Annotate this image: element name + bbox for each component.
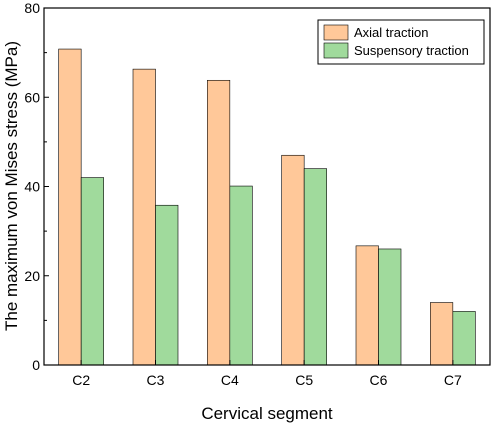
bar-suspensory-traction-c7 <box>452 311 476 366</box>
bar-axial-traction-c4 <box>207 79 231 366</box>
y-axis-title: The maximum von Mises stress (MPa) <box>2 41 21 331</box>
x-tick-label-c6: C6 <box>370 372 388 388</box>
legend-label-suspensory-traction: Suspensory traction <box>354 43 469 58</box>
bar-suspensory-traction-c3 <box>155 204 179 366</box>
x-tick-label-c7: C7 <box>444 372 462 388</box>
bars-layer <box>58 48 476 366</box>
y-tick-label-60: 60 <box>24 89 40 105</box>
plot-frame <box>43 7 491 366</box>
bar-axial-traction-c2 <box>58 48 82 366</box>
legend-label-axial-traction: Axial traction <box>354 25 428 40</box>
y-tick-label-40: 40 <box>24 179 40 195</box>
bar-axial-traction-c3 <box>132 68 156 366</box>
x-axis-title: Cervical segment <box>201 404 333 423</box>
legend: Axial traction Suspensory traction <box>317 19 485 65</box>
legend-swatch-axial-traction <box>323 24 349 41</box>
bar-suspensory-traction-c4 <box>229 185 253 366</box>
ticks-layer: C2 C3 C4 C5 C6 C7 0 20 40 60 80 <box>24 0 462 388</box>
legend-swatch-suspensory-traction <box>323 42 349 59</box>
bar-suspensory-traction-c2 <box>80 177 104 366</box>
y-tick-label-20: 20 <box>24 268 40 284</box>
y-tick-label-0: 0 <box>32 357 40 373</box>
bar-suspensory-traction-c6 <box>378 248 402 366</box>
x-tick-label-c5: C5 <box>295 372 313 388</box>
x-tick-label-c3: C3 <box>147 372 165 388</box>
bar-axial-traction-c7 <box>430 302 454 366</box>
bar-axial-traction-c5 <box>281 154 305 366</box>
x-tick-label-c4: C4 <box>221 372 239 388</box>
bar-axial-traction-c6 <box>355 245 379 366</box>
bar-suspensory-traction-c5 <box>303 168 327 366</box>
x-tick-label-c2: C2 <box>72 372 90 388</box>
y-tick-label-80: 80 <box>24 0 40 16</box>
